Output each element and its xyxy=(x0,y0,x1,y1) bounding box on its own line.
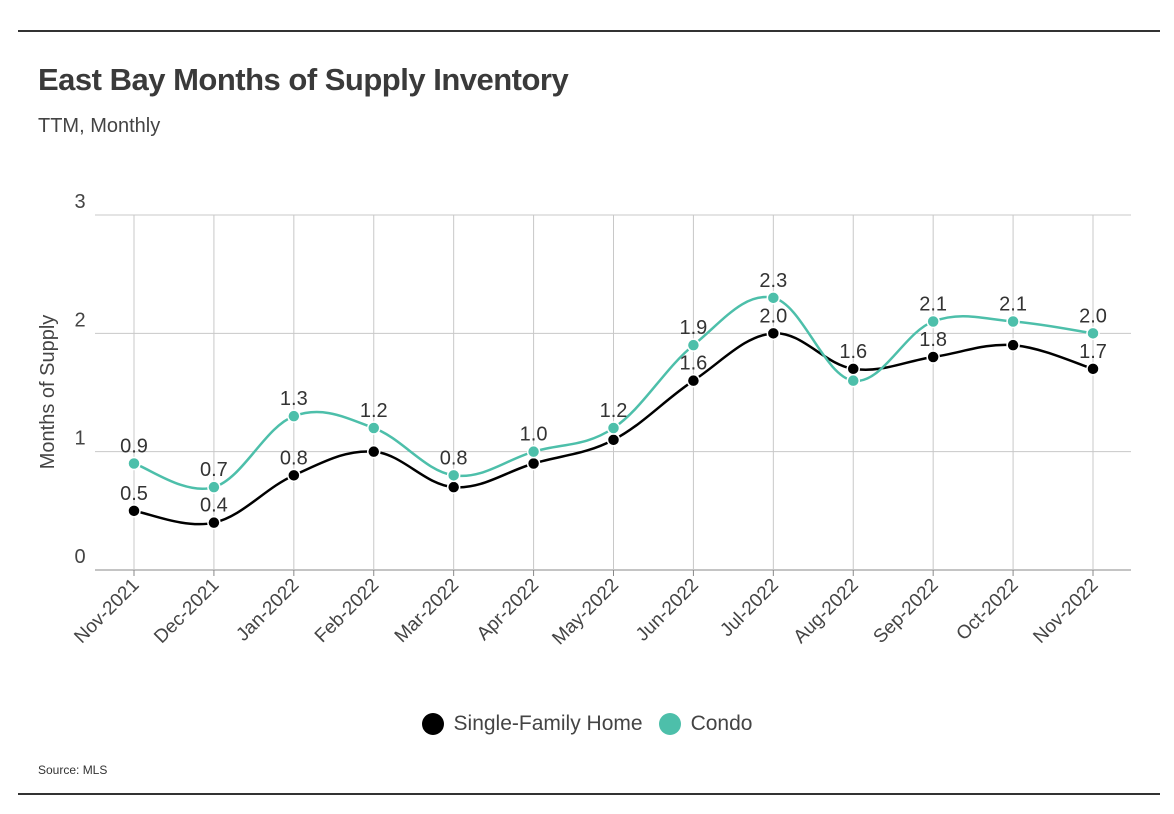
top-rule xyxy=(18,30,1160,32)
data-label-condo: 2.3 xyxy=(759,270,787,292)
y-tick-label: 1 xyxy=(74,428,85,450)
data-point-sfh xyxy=(127,504,141,518)
x-tick-label: Jan-2022 xyxy=(232,575,303,646)
data-point-condo xyxy=(1086,326,1100,341)
data-point-sfh xyxy=(207,515,221,530)
data-label-sfh: 1.6 xyxy=(839,341,867,363)
data-label-condo: 1.2 xyxy=(360,400,388,422)
legend-marker-sfh-icon xyxy=(421,713,444,735)
legend: Single-Family Home Condo xyxy=(0,706,1174,742)
x-tick-label: May-2022 xyxy=(548,575,623,650)
x-tick-label: Dec-2021 xyxy=(150,575,223,648)
data-label-sfh: 1.6 xyxy=(680,353,708,375)
data-label-condo: 0.9 xyxy=(120,436,148,458)
x-tick-label: Jun-2022 xyxy=(632,575,703,646)
data-point-sfh xyxy=(846,362,860,376)
data-point-sfh xyxy=(367,444,381,459)
data-label-sfh: 0.5 xyxy=(120,483,148,505)
data-label-condo: 2.1 xyxy=(919,294,947,316)
y-tick-label: 2 xyxy=(74,309,85,331)
x-tick-label: Feb-2022 xyxy=(311,575,383,647)
data-point-sfh xyxy=(766,326,781,341)
data-label-condo: 2.1 xyxy=(999,294,1027,316)
data-label-sfh: 0.8 xyxy=(280,447,308,469)
data-point-condo xyxy=(367,421,381,435)
chart-title: East Bay Months of Supply Inventory xyxy=(38,62,569,97)
legend-item-condo[interactable]: Condo xyxy=(658,712,753,736)
legend-label-sfh: Single-Family Home xyxy=(453,712,643,735)
data-point-condo xyxy=(606,421,621,435)
x-tick-label: Mar-2022 xyxy=(391,575,463,647)
data-label-sfh: 2.0 xyxy=(759,305,787,327)
y-tick-label: 3 xyxy=(74,191,85,213)
data-point-sfh xyxy=(287,468,301,483)
data-label-condo: 1.2 xyxy=(600,400,628,422)
data-point-sfh xyxy=(1006,338,1020,352)
x-tick-label: Nov-2021 xyxy=(70,575,143,648)
data-point-condo xyxy=(1006,314,1020,329)
data-label-sfh: 1.7 xyxy=(1079,341,1107,363)
bottom-rule xyxy=(18,793,1160,795)
legend-marker-condo-icon xyxy=(658,713,681,735)
data-point-condo xyxy=(446,468,461,483)
x-tick-label: Aug-2022 xyxy=(790,575,863,648)
legend-label-condo: Condo xyxy=(690,712,753,735)
data-label-condo: 0.8 xyxy=(440,447,468,469)
chart-subtitle: TTM, Monthly xyxy=(38,115,161,137)
x-tick-label: Jul-2022 xyxy=(716,575,782,641)
data-point-condo xyxy=(287,409,301,423)
data-label-condo: 2.0 xyxy=(1079,305,1107,327)
x-tick-label: Oct-2022 xyxy=(953,575,1023,645)
data-point-sfh xyxy=(446,480,461,494)
x-tick-label: Sep-2022 xyxy=(870,575,943,648)
data-point-condo xyxy=(926,314,940,329)
data-point-condo xyxy=(526,444,541,459)
x-tick-label: Apr-2022 xyxy=(473,575,543,645)
data-point-sfh xyxy=(606,433,621,447)
data-label-condo: 0.7 xyxy=(200,459,228,481)
data-point-condo xyxy=(846,373,860,388)
data-label-condo: 1.3 xyxy=(280,388,308,410)
y-axis-title: Months of Supply xyxy=(37,315,59,470)
data-point-sfh xyxy=(1086,362,1100,376)
data-point-sfh xyxy=(926,350,940,364)
data-point-condo xyxy=(686,338,701,352)
data-label-condo: 1.9 xyxy=(680,317,708,339)
data-point-condo xyxy=(766,291,781,305)
y-tick-label: 0 xyxy=(74,546,85,568)
x-tick-label: Nov-2022 xyxy=(1029,575,1102,648)
legend-item-sfh[interactable]: Single-Family Home xyxy=(421,712,643,736)
data-point-condo xyxy=(207,480,221,494)
data-label-condo: 1.0 xyxy=(520,424,548,446)
data-point-condo xyxy=(127,456,141,471)
data-label-sfh: 0.4 xyxy=(200,495,228,517)
data-point-sfh xyxy=(526,456,541,471)
source-note: Source: MLS xyxy=(38,763,108,777)
data-label-sfh: 1.8 xyxy=(919,329,947,351)
data-point-sfh xyxy=(686,373,701,388)
line-chart: 0 1 2 3 Nov-2021 Dec-2021 Jan-2022 Feb-2022 Mar-… xyxy=(37,191,1131,650)
